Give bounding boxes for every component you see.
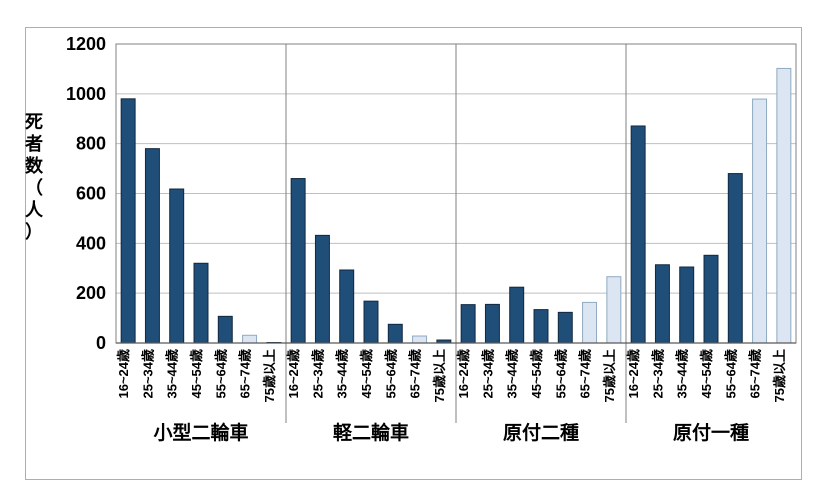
svg-text:55~64歳: 55~64歳 — [213, 349, 228, 399]
svg-text:45~54歳: 45~54歳 — [359, 349, 374, 399]
svg-text:75歳以上: 75歳以上 — [432, 349, 447, 402]
svg-text:者: 者 — [24, 134, 43, 154]
svg-text:55~64歳: 55~64歳 — [553, 349, 568, 399]
svg-text:1200: 1200 — [66, 34, 106, 54]
svg-text:（: （ — [25, 178, 43, 198]
svg-text:25~34歳: 25~34歳 — [650, 349, 665, 399]
svg-text:65~74歳: 65~74歳 — [238, 349, 253, 399]
svg-text:45~54歳: 45~54歳 — [189, 349, 204, 399]
svg-text:35~44歳: 35~44歳 — [165, 349, 180, 399]
svg-text:小型二輪車: 小型二輪車 — [153, 421, 248, 444]
svg-text:16~24歳: 16~24歳 — [456, 349, 471, 399]
svg-text:死: 死 — [25, 112, 43, 132]
svg-text:原付二種: 原付二種 — [503, 421, 579, 444]
svg-text:400: 400 — [76, 233, 106, 253]
svg-text:75歳以上: 75歳以上 — [602, 349, 617, 402]
svg-text:45~54歳: 45~54歳 — [699, 349, 714, 399]
svg-text:1000: 1000 — [66, 84, 106, 104]
svg-text:16~24歳: 16~24歳 — [286, 349, 301, 399]
svg-text:55~64歳: 55~64歳 — [723, 349, 738, 399]
svg-text:800: 800 — [76, 134, 106, 154]
svg-text:75歳以上: 75歳以上 — [772, 349, 787, 402]
svg-text:35~44歳: 35~44歳 — [505, 349, 520, 399]
svg-text:原付一種: 原付一種 — [673, 421, 749, 444]
svg-text:人: 人 — [25, 200, 44, 220]
svg-text:16~24歳: 16~24歳 — [626, 349, 641, 399]
svg-text:65~74歳: 65~74歳 — [748, 349, 763, 399]
svg-text:0: 0 — [96, 333, 106, 353]
svg-text:200: 200 — [76, 283, 106, 303]
svg-text:35~44歳: 35~44歳 — [675, 349, 690, 399]
svg-text:45~54歳: 45~54歳 — [529, 349, 544, 399]
svg-text:600: 600 — [76, 184, 106, 204]
svg-text:75歳以上: 75歳以上 — [262, 349, 277, 402]
svg-text:25~34歳: 25~34歳 — [140, 349, 155, 399]
svg-text:25~34歳: 25~34歳 — [310, 349, 325, 399]
svg-text:軽二輪車: 軽二輪車 — [333, 421, 409, 444]
svg-text:35~44歳: 35~44歳 — [335, 349, 350, 399]
svg-text:65~74歳: 65~74歳 — [408, 349, 423, 399]
svg-text:65~74歳: 65~74歳 — [578, 349, 593, 399]
svg-text:16~24歳: 16~24歳 — [116, 349, 131, 399]
svg-text:55~64歳: 55~64歳 — [383, 349, 398, 399]
svg-text:数: 数 — [25, 155, 44, 176]
svg-text:25~34歳: 25~34歳 — [480, 349, 495, 399]
svg-text:）: ） — [25, 222, 43, 242]
